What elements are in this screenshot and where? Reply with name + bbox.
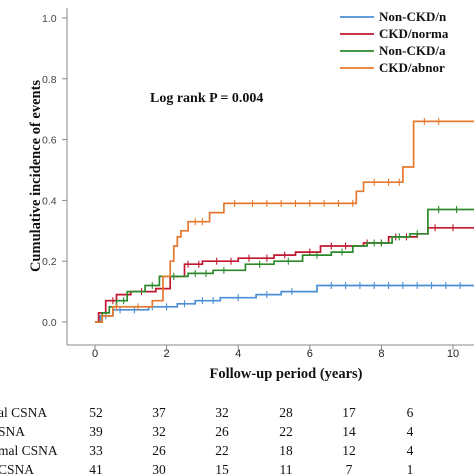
risk-cell: 26	[152, 443, 166, 458]
y-tick-label: 0.6	[42, 135, 57, 147]
x-axis-ticks: 0 2 4 6 8 10	[92, 345, 459, 360]
legend-label-ckd-abnor: CKD/abnor	[379, 60, 445, 75]
risk-row-label: al CSNA	[0, 405, 47, 420]
legend-label-non-ckd-n: Non-CKD/n	[379, 9, 447, 24]
risk-row-label: SNA	[0, 424, 25, 439]
risk-cell: 12	[342, 443, 356, 458]
x-tick-label: 10	[447, 348, 459, 360]
risk-cell: 1	[407, 462, 414, 474]
risk-cell: 33	[89, 443, 103, 458]
y-tick-label: 0.0	[42, 317, 57, 329]
y-tick-label: 0.4	[42, 195, 57, 207]
risk-cell: 11	[280, 462, 293, 474]
y-axis-ticks: 0.0 0.2 0.4 0.6 0.8 1.0	[42, 13, 67, 329]
x-tick-label: 6	[307, 348, 313, 360]
risk-cell: 15	[215, 462, 229, 474]
series-line-ckd-norma	[95, 226, 474, 323]
risk-row-label: CSNA	[0, 462, 34, 474]
series-line-non-ckd-a	[95, 208, 474, 323]
risk-cell: 17	[342, 405, 356, 420]
log-rank-annotation: Log rank P = 0.004	[150, 91, 263, 106]
risk-cell: 22	[215, 443, 229, 458]
risk-cell: 41	[89, 462, 103, 474]
risk-row-label: mal CSNA	[0, 443, 58, 458]
risk-cell: 28	[279, 405, 293, 420]
risk-cell: 14	[342, 424, 356, 439]
risk-cell: 30	[152, 462, 166, 474]
y-tick-label: 1.0	[42, 13, 57, 25]
risk-cell: 4	[407, 424, 414, 439]
x-tick-label: 8	[378, 348, 384, 360]
x-tick-label: 2	[164, 348, 170, 360]
risk-cell: 32	[152, 424, 166, 439]
legend-label-ckd-norma: CKD/norma	[379, 26, 449, 41]
risk-cell: 22	[279, 424, 293, 439]
series-line-ckd-abnor	[95, 120, 474, 323]
risk-cell: 18	[279, 443, 293, 458]
risk-cell: 4	[407, 443, 414, 458]
legend: Non-CKD/n CKD/norma Non-CKD/a CKD/abnor	[340, 9, 449, 75]
risk-cell: 37	[152, 405, 166, 420]
risk-cell: 6	[407, 405, 414, 420]
risk-cell: 32	[215, 405, 229, 420]
risk-cell: 7	[346, 462, 353, 474]
x-tick-label: 0	[92, 348, 98, 360]
x-axis-title: Follow-up period (years)	[209, 366, 362, 382]
y-axis-title: Cumulative incidence of events	[28, 80, 44, 272]
risk-cell: 26	[215, 424, 229, 439]
y-tick-label: 0.2	[42, 256, 57, 268]
risk-cell: 52	[89, 405, 103, 420]
risk-cell: 39	[89, 424, 103, 439]
y-tick-label: 0.8	[42, 74, 57, 86]
legend-label-non-ckd-a: Non-CKD/a	[379, 43, 446, 58]
series-layer	[95, 117, 474, 323]
x-tick-label: 4	[235, 348, 241, 360]
